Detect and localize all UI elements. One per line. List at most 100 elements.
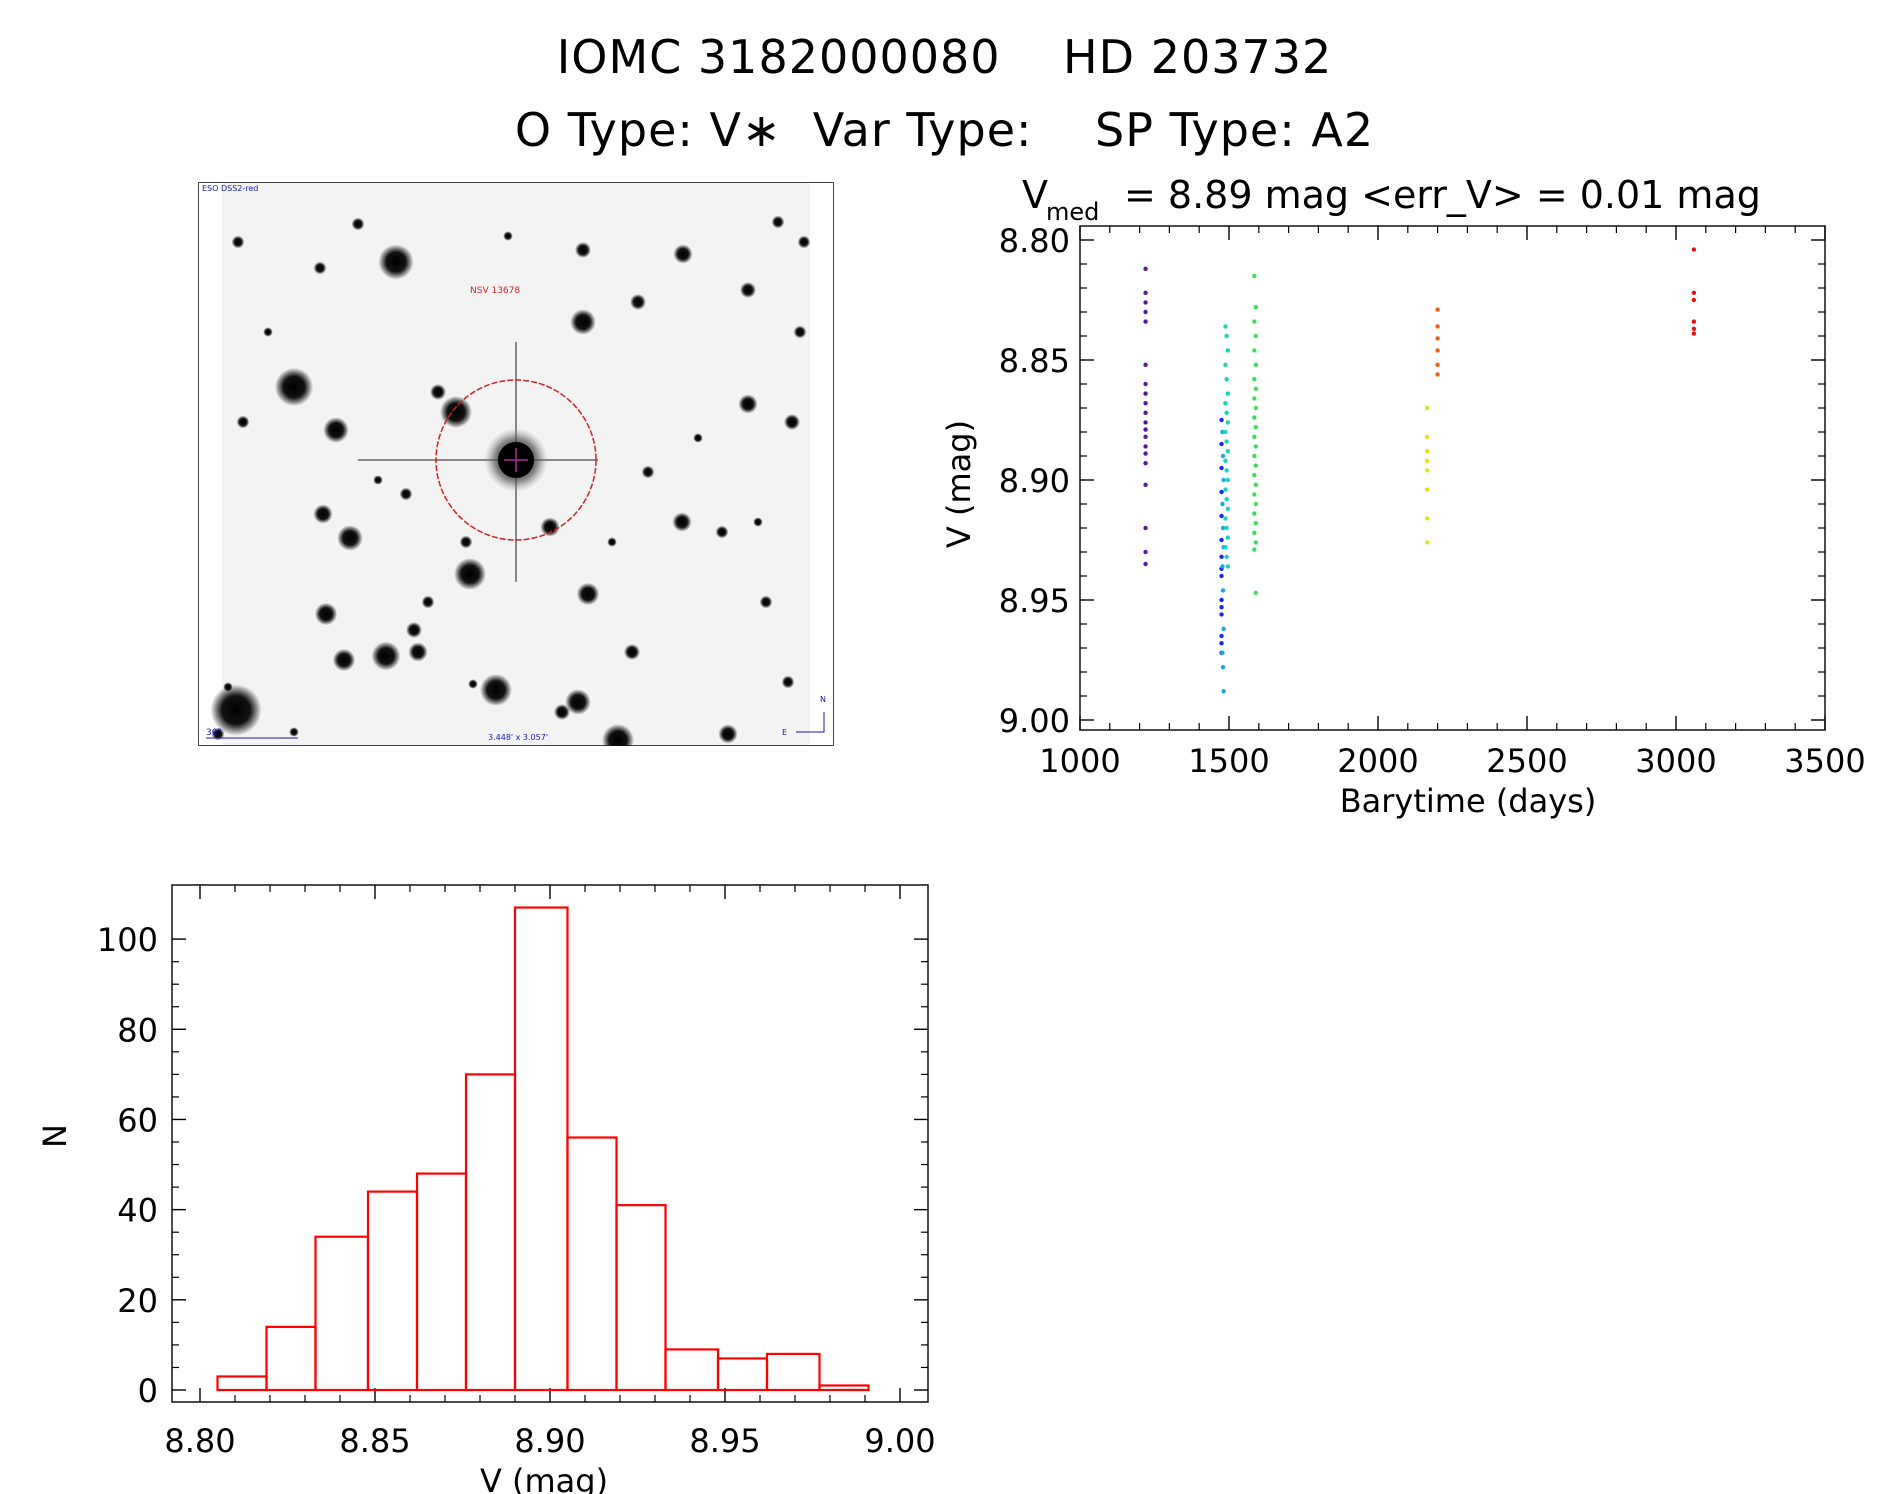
field-star — [421, 595, 435, 609]
light-curve-point — [1219, 537, 1224, 543]
light-curve-xlabel: Barytime (days) — [1340, 782, 1597, 820]
light-curve-point — [1143, 525, 1148, 531]
light-curve-point — [1424, 516, 1430, 521]
light-curve-point — [1219, 641, 1224, 646]
field-star — [565, 689, 591, 715]
field-star — [468, 679, 478, 689]
field-star — [210, 684, 262, 736]
light-curve-point — [1252, 377, 1257, 382]
field-star — [430, 384, 446, 400]
field-star — [673, 244, 693, 264]
light-curve-point — [1143, 451, 1148, 456]
light-curve-point — [1220, 665, 1226, 670]
light-curve-point — [1223, 401, 1228, 406]
light-curve-point — [1252, 319, 1257, 324]
field-star — [289, 727, 299, 737]
light-curve-point — [1225, 477, 1231, 483]
light-curve-point — [1253, 444, 1259, 449]
light-curve-point — [1223, 429, 1228, 435]
field-star — [693, 433, 703, 443]
light-curve-point — [1424, 458, 1430, 463]
light-curve-point — [1435, 348, 1440, 353]
light-curve-point — [1219, 612, 1224, 617]
field-star — [337, 525, 363, 551]
light-curve-point — [1435, 362, 1440, 367]
field-star — [314, 602, 338, 626]
histogram-bar — [566, 1136, 618, 1392]
light-curve-point — [1253, 501, 1259, 507]
field-star — [440, 396, 472, 428]
field-star — [781, 675, 795, 689]
field-star — [399, 487, 413, 501]
histogram-bar — [716, 1357, 769, 1392]
light-curve-point — [1223, 487, 1228, 492]
light-curve-point — [1253, 305, 1259, 310]
light-curve-point — [1223, 362, 1228, 367]
light-curve-point — [1435, 336, 1440, 341]
light-curve-point — [1253, 405, 1259, 411]
field-star — [313, 504, 333, 524]
light-curve-point — [1224, 525, 1229, 531]
light-curve-point — [1143, 549, 1148, 555]
field-star — [784, 414, 800, 430]
light-curve-point — [1252, 453, 1257, 459]
histogram-xtick-label: 8.90 — [514, 1422, 585, 1460]
histogram-xtick-label: 8.95 — [689, 1422, 760, 1460]
scale-label: 30" — [206, 728, 222, 738]
light-curve-point — [1435, 324, 1440, 329]
survey-label: ESO DSS2-red — [202, 184, 258, 193]
field-star — [371, 641, 401, 671]
light-curve-point — [1253, 540, 1259, 545]
light-curve-point — [1143, 420, 1148, 425]
light-curve-point — [1225, 348, 1231, 353]
field-star — [332, 648, 356, 672]
light-curve-point — [1219, 597, 1224, 603]
light-curve-point — [1252, 547, 1257, 552]
light-curve-xtick-label: 1500 — [1188, 742, 1269, 780]
light-curve-point — [1424, 405, 1430, 411]
light-curve-point — [1143, 434, 1148, 439]
light-curve-point — [1224, 554, 1229, 559]
light-curve-point — [1253, 590, 1259, 595]
light-curve-point — [1691, 319, 1697, 324]
light-curve-ytick-label: 8.85 — [999, 342, 1070, 380]
light-curve-point — [1221, 689, 1226, 694]
light-curve-point — [1223, 458, 1228, 463]
chart-title-line-1: IOMC 3182000080 HD 203732 — [556, 30, 1333, 84]
light-curve-xtick-label: 2000 — [1337, 742, 1418, 780]
light-curve-point — [1220, 588, 1226, 593]
field-star — [211, 727, 225, 741]
histogram-bars — [216, 906, 870, 1392]
light-curve-point — [1225, 506, 1231, 511]
light-curve-point — [1221, 477, 1226, 483]
light-curve-point — [1691, 297, 1697, 303]
light-curve-point — [1143, 381, 1148, 387]
light-curve-ytick-label: 8.90 — [999, 462, 1070, 500]
light-curve-point — [1225, 420, 1231, 425]
light-curve-point — [1253, 463, 1259, 468]
field-star — [378, 244, 414, 280]
light-curve-point — [1252, 473, 1257, 478]
light-curve-point — [1252, 511, 1257, 516]
light-curve-xtick-label: 3500 — [1784, 742, 1865, 780]
light-curve-point — [1224, 410, 1229, 415]
histogram-bar — [615, 1204, 667, 1392]
histogram-ylabel: N — [36, 1124, 74, 1148]
light-curve-point — [1219, 554, 1224, 559]
histogram-bar — [415, 1172, 468, 1392]
light-curve-point — [1424, 449, 1430, 454]
field-star — [408, 642, 428, 662]
light-curve-point — [1219, 605, 1224, 610]
field-star — [575, 242, 591, 258]
histogram-bar — [265, 1325, 317, 1392]
histogram-bar — [664, 1348, 720, 1392]
light-curve-title-v: V — [1022, 173, 1048, 217]
light-curve-point — [1223, 545, 1228, 550]
field-star — [274, 367, 314, 407]
chart-title-line-2: O Type: V∗ Var Type: SP Type: A2 — [514, 103, 1375, 157]
field-star — [718, 724, 738, 744]
light-curve-point — [1224, 497, 1229, 502]
light-curve-point — [1253, 521, 1259, 526]
light-curve-point — [1252, 273, 1257, 279]
histogram-ytick-label: 100 — [97, 921, 158, 959]
